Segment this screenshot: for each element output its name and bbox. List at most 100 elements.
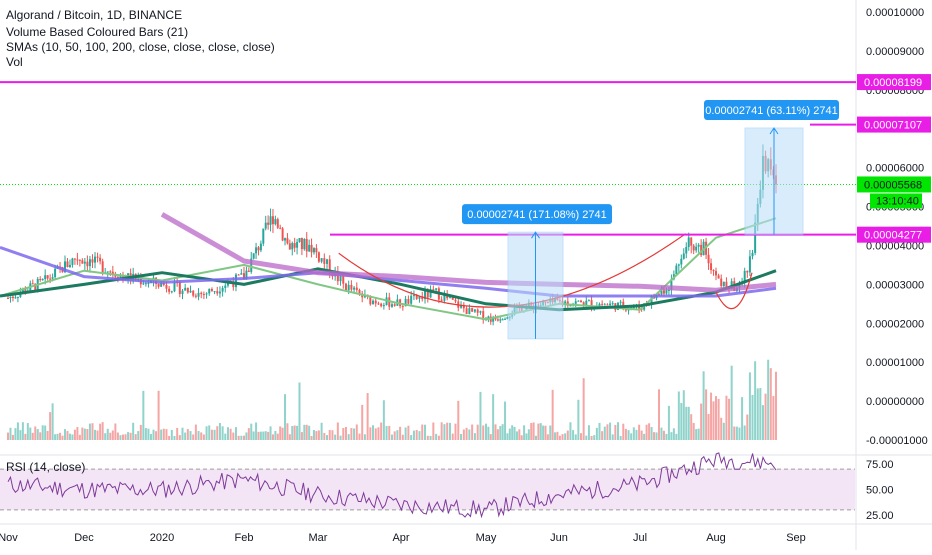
volume-bar (350, 428, 353, 440)
time-tick-label: Sep (786, 532, 806, 544)
candle-body (276, 219, 279, 228)
volume-bar (769, 368, 772, 440)
volume-bar (308, 425, 311, 440)
time-tick-label: Dec (74, 532, 94, 544)
volume-bar (551, 389, 554, 440)
volume-bar (31, 432, 34, 440)
volume-bar (775, 371, 777, 440)
volume-bar (24, 433, 27, 440)
volume-bar (645, 424, 648, 440)
candle-body (603, 304, 606, 306)
candle-body (326, 259, 329, 264)
candle-body (178, 282, 181, 295)
candle-body (690, 237, 693, 246)
volume-bar (119, 435, 122, 440)
candle-body (574, 301, 577, 304)
candle-body (407, 298, 410, 304)
candle-body (355, 287, 358, 291)
volume-bar (525, 433, 528, 440)
candle-body (71, 258, 74, 265)
volume-bar (170, 429, 173, 440)
candle-body (162, 282, 165, 285)
candle-body (342, 276, 345, 284)
measure-label: 0.00002741 (171.08%) 2741 (467, 209, 606, 221)
volume-bar (482, 425, 485, 440)
volume-bar (754, 361, 757, 440)
volume-bar (49, 412, 52, 440)
volume-bar (380, 422, 383, 440)
candle-body (682, 253, 685, 259)
volume-bar (611, 434, 614, 440)
volume-bar (114, 423, 117, 440)
volume-bar (421, 424, 424, 440)
volume-bar (506, 433, 509, 440)
volume-bar (377, 427, 380, 440)
candle-body (34, 283, 37, 291)
candle-body (606, 304, 609, 306)
volume-bar (471, 424, 474, 440)
candle-body (722, 281, 725, 287)
candle-body (754, 222, 757, 253)
volume-bar (705, 389, 708, 440)
volume-bar (508, 428, 511, 440)
candle-body (680, 258, 683, 265)
rsi-band (0, 469, 855, 510)
volume-bar (132, 422, 135, 440)
volume-bar (569, 422, 572, 440)
volume-bar (358, 433, 361, 440)
candle-body (160, 282, 163, 287)
volume-bar (712, 401, 715, 440)
volume-bar (772, 395, 775, 440)
candle-body (226, 282, 229, 286)
indicator-vol[interactable]: Vol (6, 55, 23, 69)
volume-bar (243, 435, 245, 440)
volume-bar (336, 422, 339, 440)
volume-bar (415, 430, 418, 440)
volume-bar (585, 435, 588, 440)
volume-bar (437, 435, 440, 440)
volume-bar (271, 434, 274, 440)
time-tick-label: Jul (633, 532, 647, 544)
time-tick-label: May (476, 532, 497, 544)
volume-bar (54, 434, 57, 440)
volume-bar (305, 424, 308, 440)
candle-body (720, 278, 723, 287)
countdown-label: 13:10:40 (876, 195, 919, 207)
candle-body (435, 288, 438, 290)
candle-body (279, 227, 282, 229)
candle-body (482, 311, 485, 321)
volume-bar (124, 434, 127, 440)
candle-body (83, 261, 86, 264)
candle-body (344, 283, 347, 291)
candle-body (202, 294, 205, 296)
candle-body (577, 300, 580, 302)
candle-body (284, 238, 287, 241)
volume-bar (566, 430, 569, 440)
candle-body (587, 300, 590, 302)
candle-body (41, 279, 44, 281)
candle-body (210, 288, 213, 292)
volume-bar (390, 434, 393, 440)
indicator-volume-bars[interactable]: Volume Based Coloured Bars (21) (6, 25, 189, 39)
candle-body (66, 261, 69, 268)
indicator-smas[interactable]: SMAs (10, 50, 100, 200, close, close, cl… (6, 40, 275, 54)
candle-body (274, 219, 277, 225)
candle-body (205, 293, 208, 295)
volume-bar (468, 429, 471, 440)
price-tag-breakout-bg (857, 226, 931, 243)
rsi-indicator-label[interactable]: RSI (14, close) (6, 460, 86, 474)
volume-bar (315, 431, 318, 440)
measure-label-bg (704, 100, 839, 121)
candle-body (317, 252, 320, 262)
volume-bar (582, 378, 585, 440)
candle-body (237, 274, 240, 276)
candle-body (73, 258, 76, 260)
candle-body (611, 303, 614, 305)
candle-body (303, 238, 306, 250)
candle-body (68, 264, 71, 268)
volume-bar (722, 422, 725, 440)
volume-bar (320, 422, 323, 440)
volume-bar (556, 431, 559, 440)
